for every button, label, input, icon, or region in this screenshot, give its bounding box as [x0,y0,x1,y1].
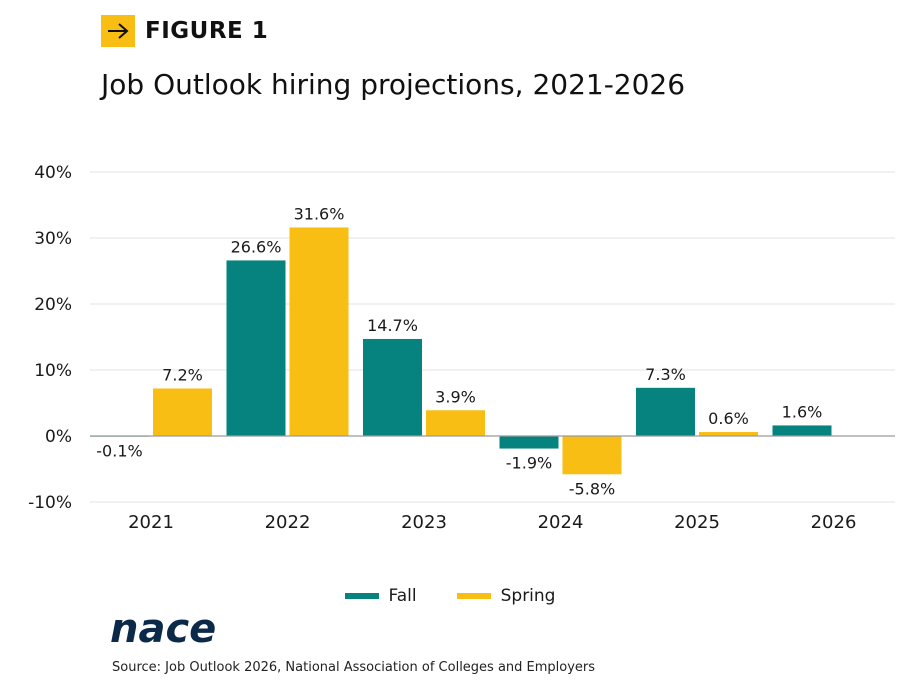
data-label: 1.6% [782,402,823,421]
x-tick-label: 2024 [538,512,584,533]
legend-swatch-fall [344,593,379,599]
data-label: -1.9% [506,454,552,473]
y-tick-label: 40% [34,163,72,183]
chart-legend: Fall Spring [0,586,900,606]
x-tick-label: 2021 [128,512,174,533]
legend-swatch-spring [456,593,491,599]
x-tick-label: 2023 [401,512,447,533]
y-tick-label: 30% [34,229,72,249]
legend-label-fall: Fall [388,586,417,606]
figure-label: FIGURE 1 [145,18,269,44]
source-note: Source: Job Outlook 2026, National Assoc… [112,660,596,675]
bar-chart: 40% 30% 20% 10% 0% -10% -0.1% 7.2% 2021 26.6% 31.6… [28,163,895,533]
bar-fall-2022 [226,260,286,436]
y-tick-label: 10% [34,361,72,381]
bar-fall-2023 [363,338,422,436]
legend-label-spring: Spring [500,586,556,606]
data-label: 3.9% [435,387,476,406]
bar-spring-2024 [562,436,622,475]
bar-spring-2025 [699,432,758,436]
x-tick-label: 2025 [674,512,720,533]
data-label: 7.3% [645,365,686,384]
bar-spring-2022 [289,227,349,436]
bar-fall-2026 [772,425,832,436]
arrow-right-icon [101,15,135,47]
legend-item-spring: Spring [456,586,556,606]
data-label: -5.8% [569,479,615,498]
logo-text: nace [110,606,216,650]
y-tick-label: -10% [28,493,72,513]
data-label: 14.7% [367,316,418,335]
nace-logo: nace [110,606,240,654]
chart-title: Job Outlook hiring projections, 2021-202… [101,68,686,101]
bar-fall-2025 [636,387,695,436]
legend-item-fall: Fall [344,586,417,606]
figure-header: FIGURE 1 [101,15,268,47]
y-tick-label: 20% [34,295,72,315]
x-tick-label: 2022 [265,512,311,533]
bar-fall-2024 [499,436,559,449]
data-label: 26.6% [231,237,282,256]
bar-spring-2021 [153,388,212,436]
bar-spring-2023 [426,410,485,436]
x-tick-label: 2026 [811,512,857,533]
data-label: -0.1% [96,442,142,461]
data-label: 7.2% [162,365,203,384]
y-tick-label: 0% [45,427,72,447]
data-label: 31.6% [294,204,345,223]
data-label: 0.6% [708,409,749,428]
